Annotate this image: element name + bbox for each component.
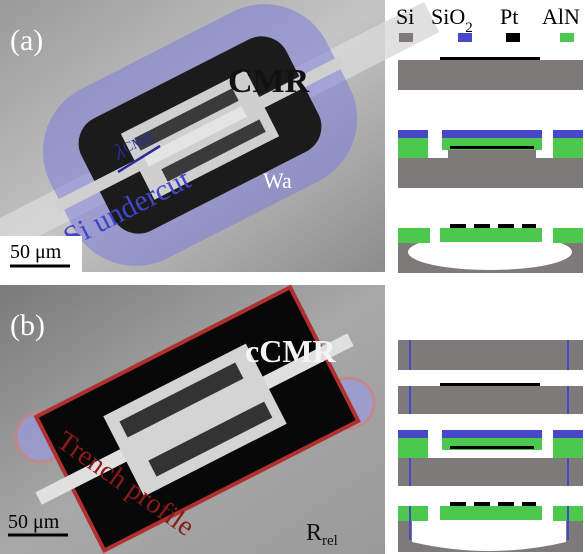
legend-swatch — [399, 33, 413, 42]
legend-swatch — [458, 33, 472, 42]
scale-bar-label: 50 μm — [10, 241, 62, 263]
cross-sections-b — [398, 340, 583, 552]
legend-label: AlN — [542, 4, 580, 29]
legend-label: Si — [396, 4, 414, 29]
width-label: Wa — [263, 168, 292, 193]
scale-bar-label: 50 μm — [8, 511, 60, 533]
device-name: CMR — [228, 63, 310, 100]
panel-label: (b) — [10, 309, 45, 342]
legend-label: Pt — [500, 4, 518, 29]
legend-swatch — [560, 33, 574, 42]
legend-swatch — [506, 33, 520, 42]
panel-label: (a) — [10, 24, 43, 57]
cross-sections-a — [398, 57, 583, 273]
figure: (a) CMR λCMR Wa Si undercut 50 μm (b) cC… — [0, 0, 585, 554]
device-name: cCMR — [245, 333, 337, 369]
